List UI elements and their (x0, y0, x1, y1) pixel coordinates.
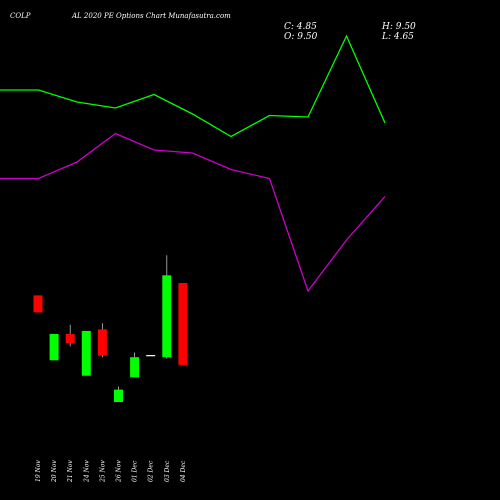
candle-2 (49, 334, 59, 361)
date-tick-label: 25 Nov (99, 460, 106, 483)
candle-body (33, 295, 43, 313)
close-value: C: 4.85 (284, 22, 317, 32)
series-line-2 (0, 132, 386, 293)
chart-title: AL 2020 PE Options Chart Munafasutra.com (71, 12, 231, 20)
candles-panel (33, 255, 188, 402)
candle-body (97, 329, 107, 356)
candle-10 (178, 283, 188, 365)
candle-body (49, 334, 59, 361)
date-axis: 19 Nov 20 Nov 21 Nov 24 Nov 25 Nov 26 Nov 01 D… (35, 460, 187, 483)
date-tick-label: 01 Dec (132, 460, 139, 482)
candle-1 (33, 295, 43, 313)
candle-6 (114, 386, 123, 402)
candle-body (65, 334, 75, 344)
date-tick-label: 04 Dec (180, 460, 187, 482)
date-tick-label: 02 Dec (148, 460, 155, 482)
candle-7 (130, 352, 140, 378)
open-value: O: 9.50 (284, 32, 318, 42)
date-tick-label: 19 Nov (35, 460, 42, 482)
low-value: L: 4.65 (381, 32, 414, 42)
candle-body (114, 389, 123, 402)
candle-4 (81, 330, 91, 376)
candle-body (81, 330, 91, 376)
candle-body (178, 283, 188, 365)
date-tick-label: 03 Dec (164, 460, 171, 482)
high-value: H: 9.50 (381, 22, 416, 32)
candle-3 (65, 324, 75, 347)
series-line-1 (0, 34, 386, 138)
candle-body (162, 275, 172, 358)
date-tick-label: 20 Nov (51, 460, 58, 483)
candle-body (130, 357, 140, 378)
candle-5 (97, 323, 107, 358)
date-tick-label: 26 Nov (116, 460, 123, 483)
date-tick-label: 24 Nov (83, 460, 90, 483)
chart-symbol: COLP (10, 12, 31, 20)
lines-panel (0, 34, 386, 293)
candle-9 (162, 255, 172, 359)
date-tick-label: 21 Nov (67, 460, 74, 483)
